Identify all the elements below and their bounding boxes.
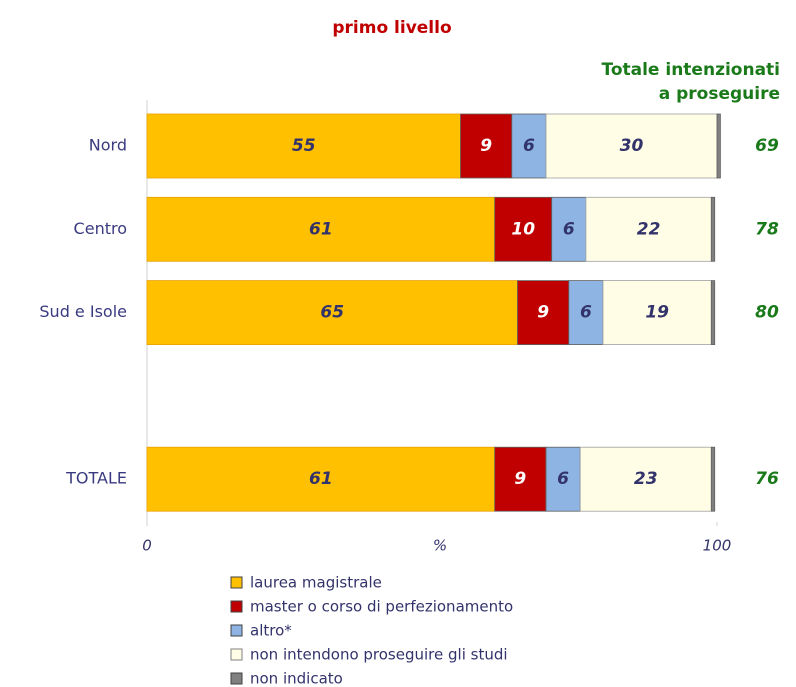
x-axis-label: % [433, 537, 447, 555]
total-label: 69 [755, 136, 779, 156]
bar-segment [545, 113, 718, 179]
value-label: 9 [537, 303, 549, 323]
bar-segment [716, 113, 721, 179]
bar-segment [511, 113, 547, 179]
total-label: 78 [755, 219, 779, 239]
legend-swatch [230, 600, 243, 613]
bar-segment [545, 446, 581, 512]
bar-segment [579, 446, 712, 512]
value-label: 6 [563, 219, 575, 239]
legend-label: laurea magistrale [250, 574, 382, 592]
bar-segment [146, 113, 461, 179]
value-label: 6 [523, 136, 535, 156]
legend-label: non indicato [250, 670, 343, 687]
legend-label: non intendono proseguire gli studi [250, 646, 508, 664]
bar-segment [146, 280, 518, 346]
y-tick-label: Sud e Isole [39, 302, 127, 321]
legend-swatch [230, 624, 243, 637]
legend-swatch [230, 672, 243, 685]
x-tick-label: 0 [142, 537, 152, 555]
value-label: 19 [645, 303, 669, 323]
value-label: 61 [309, 469, 333, 489]
bar-segment [494, 196, 553, 262]
legend-label: master o corso di perfezionamento [250, 598, 513, 616]
totals-title: a proseguire [659, 84, 780, 104]
value-label: 61 [309, 219, 333, 239]
x-tick-label: 100 [703, 537, 732, 555]
value-label: 22 [637, 219, 661, 239]
value-label: 65 [320, 303, 344, 323]
bar-segment [710, 446, 716, 512]
bar-segment [494, 446, 547, 512]
value-label: 10 [511, 219, 535, 239]
value-label: 6 [580, 303, 592, 323]
bar-segment [146, 196, 496, 262]
chart-title: primo livello [332, 18, 451, 38]
bar-segment [517, 280, 570, 346]
y-tick-label: Nord [89, 136, 127, 155]
legend-swatch [230, 648, 243, 661]
bar-segment [585, 196, 712, 262]
total-label: 76 [755, 469, 779, 489]
value-label: 55 [292, 136, 316, 156]
bar-segment [146, 446, 496, 512]
total-label: 80 [755, 303, 779, 323]
value-label: 9 [514, 469, 526, 489]
y-tick-label: Centro [74, 219, 127, 238]
bar-segment [710, 280, 716, 346]
value-label: 30 [620, 136, 644, 156]
value-label: 23 [634, 469, 658, 489]
totals-title: Totale intenzionati [601, 60, 780, 80]
bar-segment [568, 280, 604, 346]
value-label: 6 [557, 469, 569, 489]
bar-segment [710, 196, 716, 262]
value-label: 9 [480, 136, 492, 156]
bar-segment [602, 280, 712, 346]
bar-segment [460, 113, 513, 179]
legend-label: altro* [250, 622, 292, 640]
legend-swatch [230, 576, 243, 589]
y-tick-label: TOTALE [65, 469, 127, 488]
